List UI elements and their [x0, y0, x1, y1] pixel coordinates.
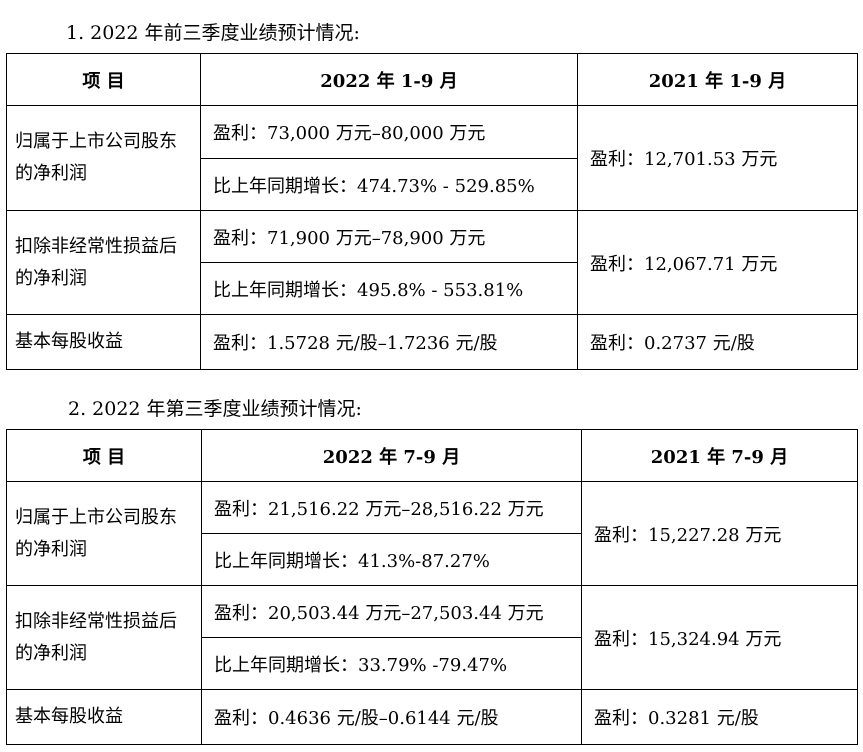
forecast-table-ytd: 项 目 2022 年 1-9 月 2021 年 1-9 月 归属于上市公司股东的… — [6, 53, 858, 370]
net-profit-excl-growth: 比上年同期增长：33.79% -79.47% — [201, 637, 582, 690]
table-row: 基本每股收益 盈利：1.5728 元/股–1.7236 元/股 盈利：0.273… — [6, 314, 858, 370]
net-profit-forecast: 盈利：73,000 万元–80,000 万元 — [200, 105, 578, 159]
net-profit-prior: 盈利：12,701.53 万元 — [577, 105, 858, 211]
net-profit-excl-growth: 比上年同期增长：495.8% - 553.81% — [200, 262, 578, 315]
net-profit-prior: 盈利：15,227.28 万元 — [581, 481, 858, 586]
row-label-net-profit: 归属于上市公司股东的净利润 — [6, 105, 201, 211]
net-profit-growth: 比上年同期增长：41.3%-87.27% — [201, 533, 582, 586]
row-label-net-profit-excl: 扣除非经常性损益后的净利润 — [6, 210, 201, 315]
net-profit-growth: 比上年同期增长：474.73% - 529.85% — [200, 158, 578, 211]
net-profit-excl-forecast: 盈利：20,503.44 万元–27,503.44 万元 — [201, 585, 582, 638]
header-prior-period: 2021 年 7-9 月 — [581, 429, 858, 482]
table-row: 比上年同期增长：495.8% - 553.81% — [7, 262, 858, 315]
eps-forecast: 盈利：0.4636 元/股–0.6144 元/股 — [201, 689, 582, 745]
table-header-row: 项 目 2022 年 7-9 月 2021 年 7-9 月 — [6, 429, 858, 482]
net-profit-excl-prior: 盈利：15,324.94 万元 — [581, 585, 858, 690]
table-row: 扣除非经常性损益后的净利润 盈利：71,900 万元–78,900 万元 盈利：… — [6, 210, 858, 315]
table-row: 归属于上市公司股东的净利润 盈利：21,516.22 万元–28,516.22 … — [6, 481, 858, 586]
row-label-net-profit-excl: 扣除非经常性损益后的净利润 — [6, 585, 202, 690]
eps-forecast: 盈利：1.5728 元/股–1.7236 元/股 — [200, 314, 578, 370]
row-label-eps: 基本每股收益 — [6, 689, 202, 745]
table-row: 比上年同期增长：474.73% - 529.85% — [7, 158, 858, 211]
header-current-period: 2022 年 1-9 月 — [200, 53, 578, 106]
row-label-net-profit: 归属于上市公司股东的净利润 — [6, 481, 202, 586]
net-profit-forecast: 盈利：21,516.22 万元–28,516.22 万元 — [201, 481, 582, 534]
table-header-row: 项 目 2022 年 1-9 月 2021 年 1-9 月 — [6, 53, 858, 106]
header-current-period: 2022 年 7-9 月 — [201, 429, 582, 482]
section2-heading: 2. 2022 年第三季度业绩预计情况: — [68, 398, 362, 420]
eps-prior: 盈利：0.2737 元/股 — [577, 314, 858, 370]
net-profit-excl-prior: 盈利：12,067.71 万元 — [577, 210, 858, 315]
table-row: 归属于上市公司股东的净利润 盈利：73,000 万元–80,000 万元 盈利：… — [6, 105, 858, 211]
eps-prior: 盈利：0.3281 元/股 — [581, 689, 858, 745]
net-profit-excl-forecast: 盈利：71,900 万元–78,900 万元 — [200, 210, 578, 263]
table-row: 比上年同期增长：33.79% -79.47% — [7, 637, 858, 690]
header-item: 项 目 — [6, 53, 201, 106]
table-row: 基本每股收益 盈利：0.4636 元/股–0.6144 元/股 盈利：0.328… — [6, 689, 858, 745]
section1-heading: 1. 2022 年前三季度业绩预计情况: — [66, 22, 360, 44]
row-label-eps: 基本每股收益 — [6, 314, 201, 370]
forecast-table-q3: 项 目 2022 年 7-9 月 2021 年 7-9 月 归属于上市公司股东的… — [6, 429, 858, 745]
header-prior-period: 2021 年 1-9 月 — [577, 53, 858, 106]
header-item: 项 目 — [6, 429, 202, 482]
table-row: 扣除非经常性损益后的净利润 盈利：20,503.44 万元–27,503.44 … — [6, 585, 858, 690]
